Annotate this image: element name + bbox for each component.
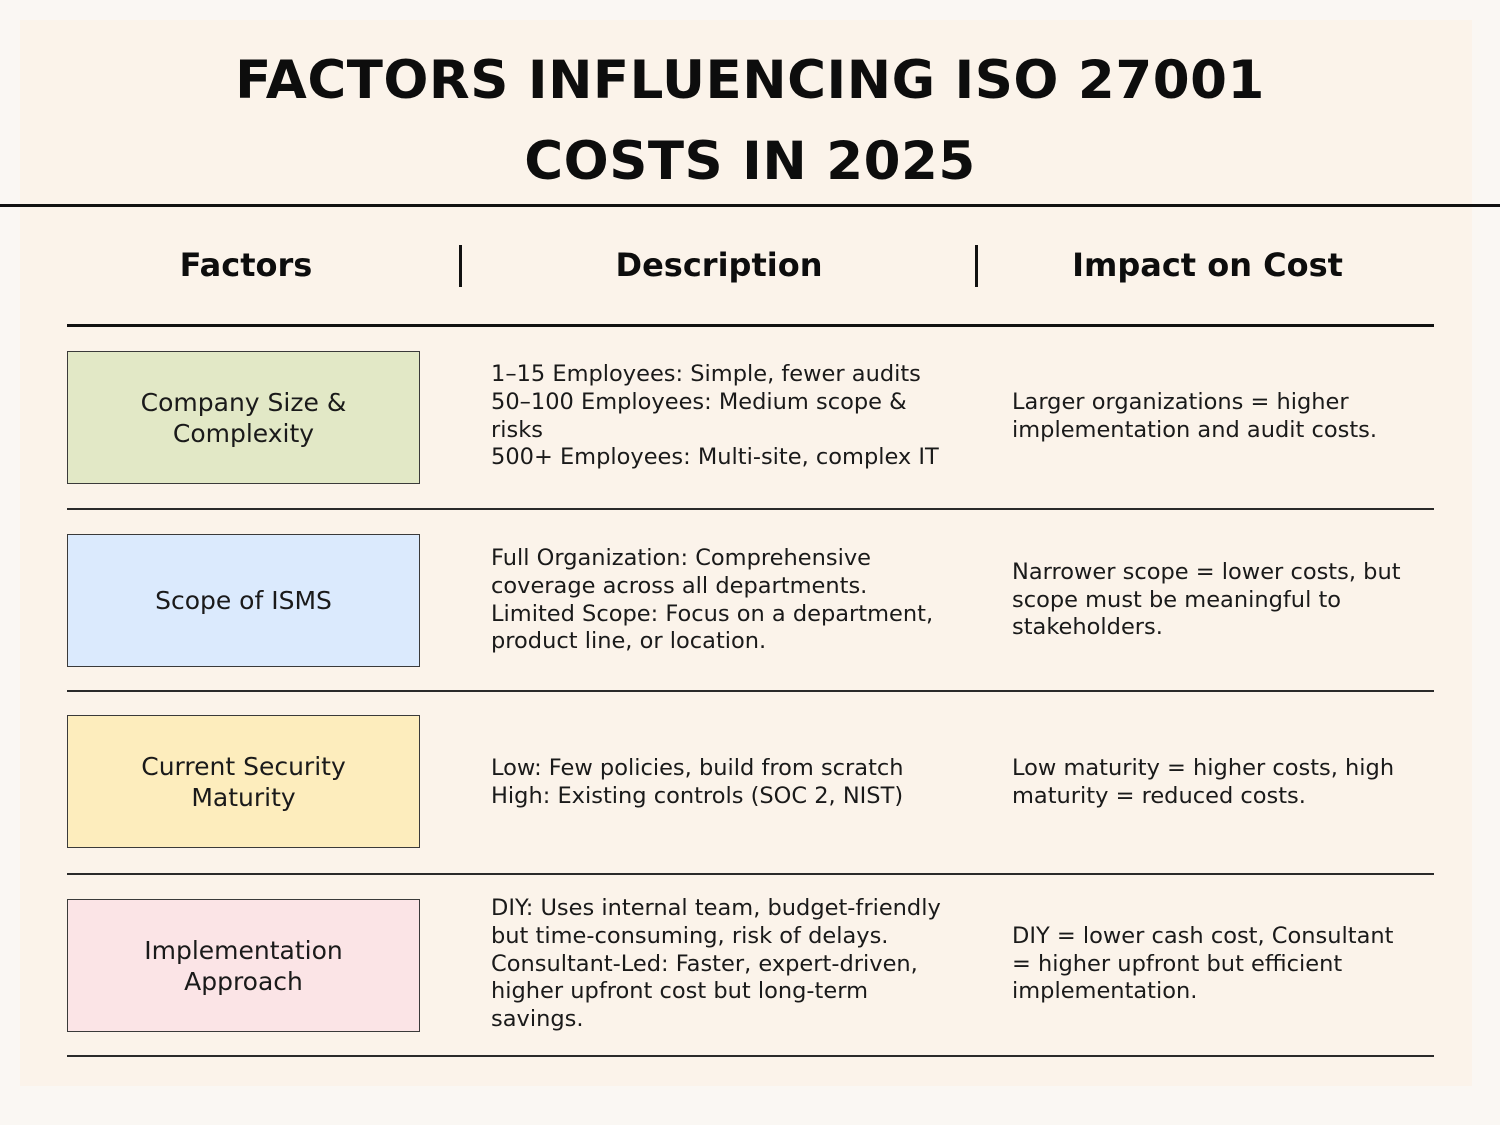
header-factors: Factors [179, 246, 313, 284]
description-company-size: 1–15 Employees: Simple, fewer audits 50–… [491, 333, 951, 500]
header-separator [975, 245, 978, 287]
factor-maturity: Current Security Maturity [67, 715, 420, 848]
factor-approach: Implementation Approach [67, 899, 420, 1032]
header-separator [459, 245, 462, 287]
description-line: 500+ Employees: Multi-site, complex IT [491, 444, 939, 471]
impact-company-size: Larger organizations = higher implementa… [1012, 333, 1412, 500]
row-divider [67, 873, 1434, 875]
description-line: Low: Few policies, build from scratch [491, 754, 904, 781]
description-line: 1–15 Employees: Simple, fewer audits [491, 360, 921, 387]
header-divider [67, 324, 1434, 327]
title-line-2: COSTS IN 2025 [524, 131, 976, 192]
page-title: FACTORS INFLUENCING ISO 27001 COSTS IN 2… [0, 40, 1500, 202]
row-divider [67, 1055, 1434, 1057]
row-divider [67, 690, 1434, 692]
impact-maturity: Low maturity = higher costs, high maturi… [1012, 699, 1412, 866]
description-maturity: Low: Few policies, build from scratch Hi… [491, 699, 951, 866]
description-scope: Full Organization: Comprehensive coverag… [491, 517, 951, 684]
title-divider [0, 204, 1500, 207]
description-line: 50–100 Employees: Medium scope & risks [491, 388, 907, 443]
title-line-1: FACTORS INFLUENCING ISO 27001 [235, 50, 1265, 111]
impact-text: Larger organizations = higher implementa… [1012, 388, 1378, 443]
header-description: Description [615, 246, 823, 284]
description-line: Consultant-Led: Faster, expert-driven, h… [491, 950, 918, 1033]
impact-approach: DIY = lower cash cost, Consultant = high… [1012, 881, 1412, 1048]
impact-text: DIY = lower cash cost, Consultant = high… [1012, 922, 1394, 1005]
description-line: DIY: Uses internal team, budget-friendly… [491, 895, 941, 949]
description-approach: DIY: Uses internal team, budget-friendly… [491, 881, 951, 1048]
row-divider [67, 508, 1434, 510]
description-line: Limited Scope: Focus on a department, pr… [491, 600, 934, 655]
description-line: High: Existing controls (SOC 2, NIST) [491, 782, 904, 809]
header-impact: Impact on Cost [1072, 246, 1343, 284]
factor-company-size: Company Size & Complexity [67, 351, 420, 484]
impact-text: Low maturity = higher costs, high maturi… [1012, 754, 1395, 809]
impact-scope: Narrower scope = lower costs, but scope … [1012, 517, 1412, 684]
factor-scope: Scope of ISMS [67, 534, 420, 667]
description-line: Full Organization: Comprehensive coverag… [491, 544, 871, 599]
impact-text: Narrower scope = lower costs, but scope … [1012, 558, 1401, 641]
